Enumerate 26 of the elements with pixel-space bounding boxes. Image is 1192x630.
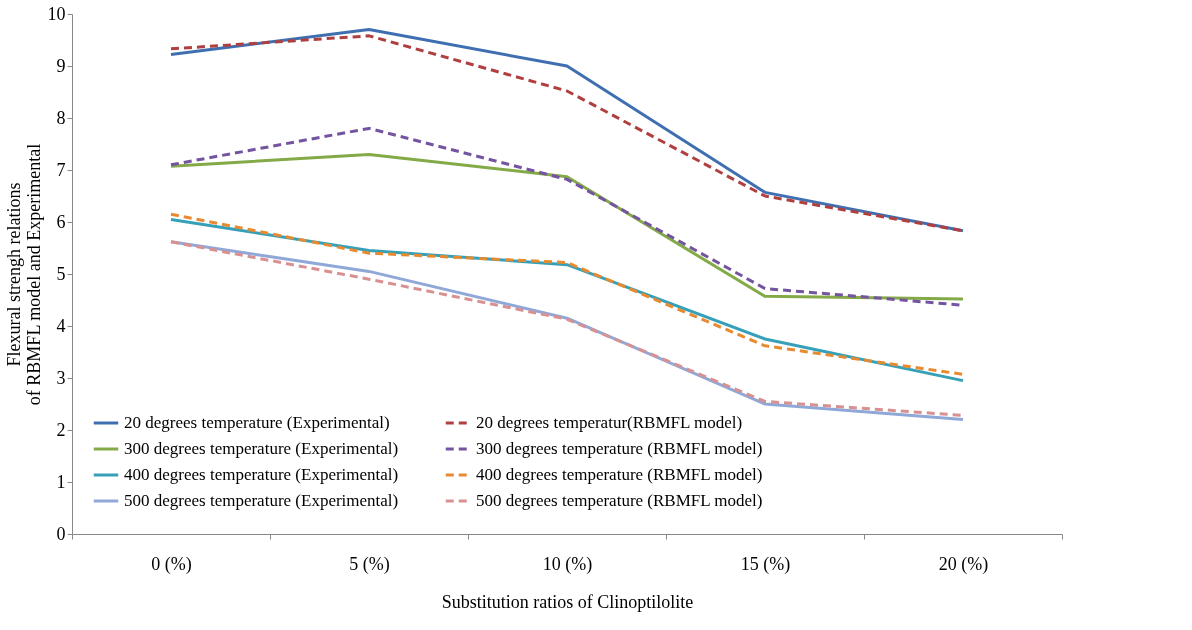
legend-label: 300 degrees temperature (RBMFL model)	[476, 439, 763, 458]
y-tick-label: 4	[56, 315, 66, 336]
y-tick-label: 7	[56, 159, 66, 180]
x-tick-label: 20 (%)	[938, 553, 989, 575]
y-tick-label: 9	[56, 55, 66, 76]
y-tick-label: 3	[56, 367, 66, 388]
legend-label: 20 degrees temperature (Experimental)	[124, 413, 390, 432]
legend-label: 500 degrees temperature (Experimental)	[124, 491, 399, 510]
x-tick-label: 10 (%)	[542, 553, 593, 575]
x-tick-label: 0 (%)	[151, 553, 192, 575]
legend-label: 400 degrees temperature (Experimental)	[124, 465, 399, 484]
y-tick-label: 6	[56, 211, 66, 232]
legend-label: 20 degrees temperatur(RBMFL model)	[476, 413, 743, 432]
y-tick-label: 0	[56, 523, 66, 544]
y-tick-label: 2	[56, 419, 66, 440]
x-tick-label: 15 (%)	[740, 553, 791, 575]
y-tick-label: 5	[56, 263, 66, 284]
y-tick-label: 1	[56, 471, 66, 492]
legend-label: 300 degrees temperature (Experimental)	[124, 439, 399, 458]
legend-label: 400 degrees temperature (RBMFL model)	[476, 465, 763, 484]
x-axis-title: Substitution ratios of Clinoptilolite	[441, 591, 694, 612]
x-tick-label: 5 (%)	[349, 553, 390, 575]
legend-label: 500 degrees temperature (RBMFL model)	[476, 491, 763, 510]
y-tick-label: 10	[47, 3, 66, 24]
y-axis-title: Flexural strengh relations of RBMFL model and Experimental	[3, 143, 44, 406]
y-tick-label: 8	[56, 107, 66, 128]
